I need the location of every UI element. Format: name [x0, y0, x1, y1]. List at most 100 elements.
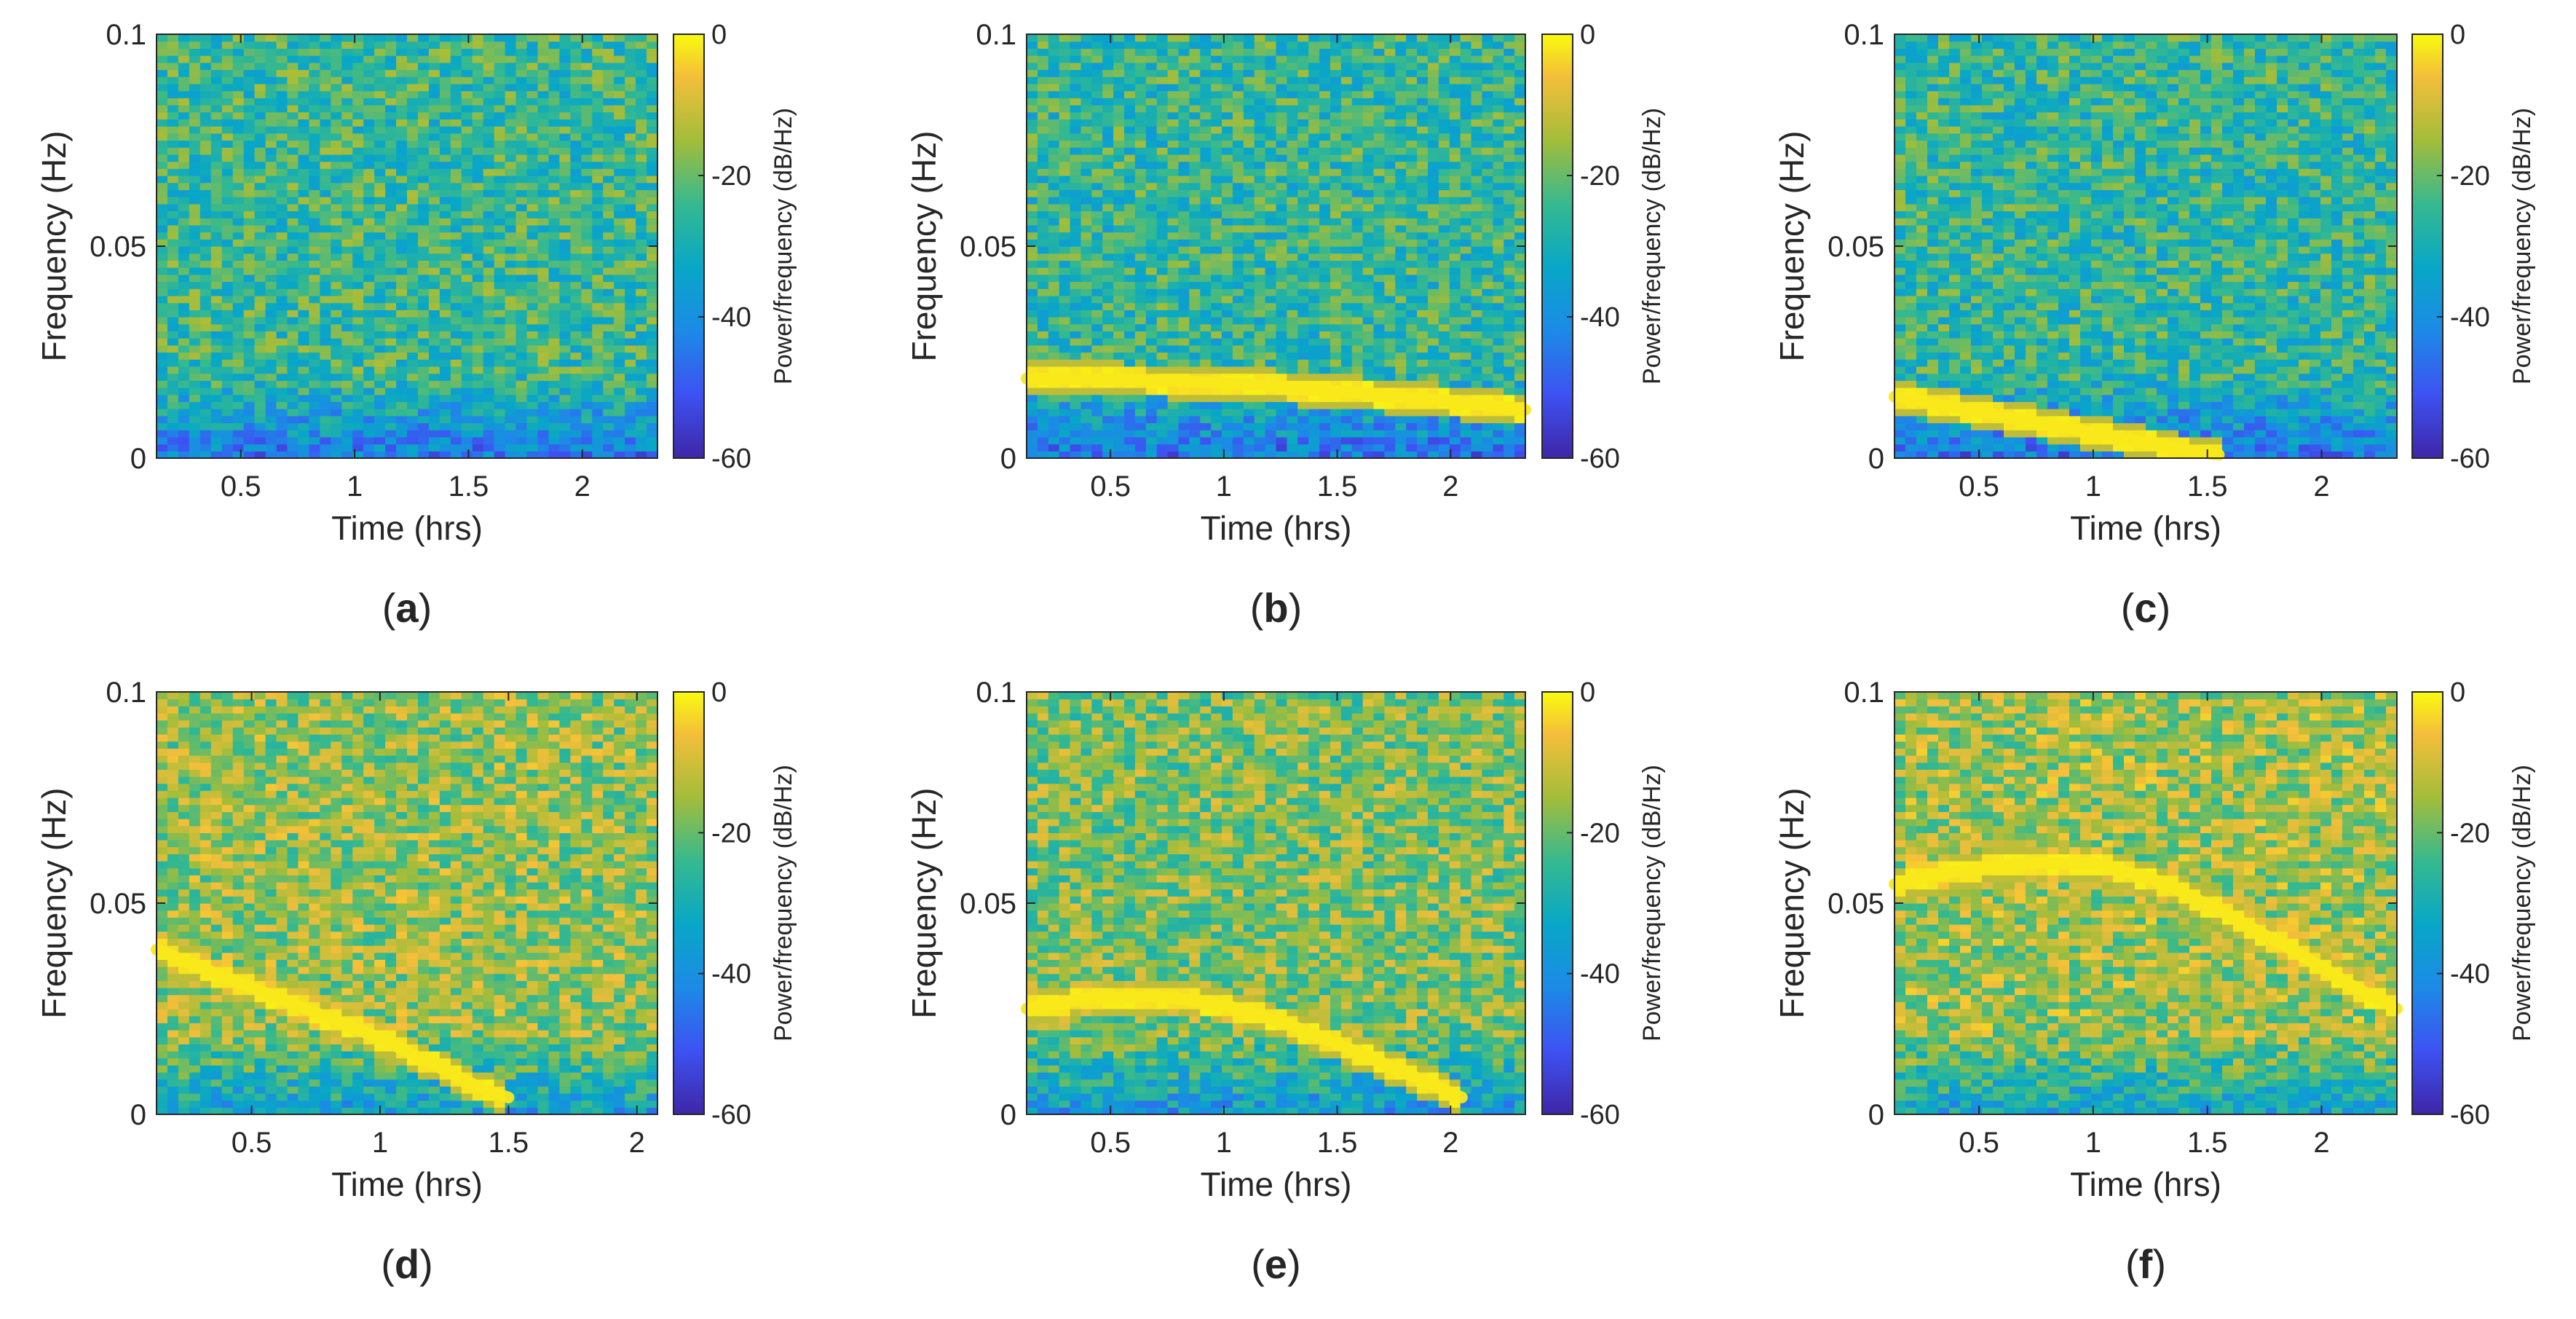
- heatmap-cell: [647, 246, 658, 254]
- heatmap-cell: [1243, 267, 1255, 275]
- heatmap-cell: [461, 436, 473, 445]
- heatmap-cell: [331, 359, 342, 367]
- heatmap-cell: [1362, 133, 1375, 141]
- heatmap-cell: [592, 422, 604, 430]
- heatmap-cell: [559, 105, 571, 113]
- heatmap-cell: [298, 83, 309, 92]
- heatmap-cell: [570, 415, 582, 424]
- heatmap-cell: [1438, 344, 1450, 353]
- heatmap-cell: [1027, 210, 1038, 218]
- heatmap-cell: [461, 380, 473, 388]
- heatmap-cell: [298, 394, 309, 402]
- heatmap-cell: [287, 302, 299, 310]
- heatmap-cell: [1351, 239, 1364, 247]
- heatmap-cell: [396, 394, 408, 402]
- heatmap-cell: [1427, 359, 1439, 367]
- heatmap-cell: [276, 83, 288, 92]
- heatmap-cell: [178, 133, 190, 141]
- heatmap-cell: [287, 111, 299, 119]
- heatmap-cell: [526, 232, 539, 240]
- heatmap-cell: [1200, 415, 1212, 424]
- heatmap-cell: [320, 338, 331, 346]
- heatmap-cell: [1362, 302, 1375, 310]
- heatmap-cell: [636, 232, 647, 240]
- heatmap-cell: [221, 302, 234, 310]
- heatmap-cell: [494, 140, 506, 148]
- heatmap-cell: [287, 119, 299, 127]
- heatmap-cell: [265, 409, 277, 417]
- heatmap-cell: [581, 373, 593, 381]
- heatmap-cell: [210, 48, 223, 56]
- heatmap-cell: [428, 415, 440, 424]
- heatmap-cell: [1048, 310, 1060, 318]
- heatmap-cell: [167, 430, 179, 438]
- heatmap-cell: [265, 288, 277, 296]
- heatmap-cell: [1027, 133, 1038, 141]
- heatmap-cell: [232, 210, 245, 218]
- heatmap-cell: [1297, 232, 1309, 240]
- heatmap-cell: [1178, 218, 1190, 226]
- heatmap-cell: [1265, 197, 1277, 205]
- heatmap-cell: [232, 48, 245, 56]
- heatmap-cell: [396, 203, 408, 212]
- heatmap-cell: [210, 62, 223, 71]
- heatmap-cell: [439, 210, 451, 218]
- heatmap-cell: [515, 133, 528, 141]
- heatmap-cell: [537, 34, 550, 42]
- heatmap-cell: [1200, 232, 1212, 240]
- heatmap-cell: [1308, 260, 1320, 268]
- heatmap-cell: [1167, 267, 1180, 275]
- heatmap-cell: [1080, 154, 1092, 162]
- heatmap-cell: [341, 295, 353, 304]
- heatmap-cell: [265, 140, 277, 148]
- heatmap-cell: [1493, 232, 1504, 240]
- heatmap-cell: [603, 310, 615, 318]
- heatmap-cell: [210, 126, 223, 134]
- heatmap-cell: [1070, 344, 1082, 353]
- heatmap-cell: [1340, 409, 1353, 417]
- heatmap-cell: [1373, 288, 1386, 296]
- heatmap-cell: [505, 224, 517, 233]
- heatmap-cell: [221, 317, 234, 325]
- heatmap-cell: [450, 422, 462, 430]
- heatmap-cell: [1493, 380, 1504, 388]
- heatmap-cell: [276, 373, 288, 381]
- heatmap-cell: [1113, 176, 1125, 184]
- heatmap-cell: [1373, 126, 1386, 134]
- heatmap-cell: [515, 48, 528, 56]
- heatmap-cell: [461, 239, 473, 247]
- heatmap-cell: [276, 34, 288, 42]
- heatmap-cell: [320, 380, 331, 388]
- heatmap-cell: [483, 239, 495, 247]
- heatmap-cell: [439, 281, 451, 289]
- heatmap-cell: [254, 147, 266, 155]
- heatmap-cell: [221, 310, 234, 318]
- heatmap-cell: [320, 232, 331, 240]
- heatmap-cell: [1254, 239, 1266, 247]
- heatmap-cell: [352, 451, 364, 459]
- heatmap-cell: [1504, 430, 1515, 438]
- heatmap-cell: [614, 76, 625, 84]
- heatmap-cell: [1460, 444, 1472, 452]
- heatmap-cell: [1504, 224, 1515, 233]
- heatmap-cell: [483, 295, 495, 304]
- heatmap-cell: [396, 401, 408, 409]
- heatmap-cell: [243, 168, 256, 176]
- heatmap-cell: [157, 310, 168, 318]
- heatmap-cell: [232, 105, 245, 113]
- heatmap-cell: [1493, 338, 1504, 346]
- heatmap-cell: [1395, 317, 1407, 325]
- heatmap-cell: [1070, 126, 1082, 134]
- heatmap-cell: [1091, 302, 1103, 310]
- heatmap-cell: [461, 218, 473, 226]
- heatmap-cell: [1504, 239, 1515, 247]
- heatmap-cell: [450, 352, 462, 360]
- heatmap-cell: [1319, 119, 1331, 127]
- heatmap-cell: [396, 161, 408, 169]
- heatmap-cell: [1330, 133, 1342, 141]
- heatmap-cell: [614, 331, 625, 339]
- heatmap-cell: [385, 232, 397, 240]
- heatmap-cell: [450, 48, 462, 56]
- heatmap-cell: [167, 133, 179, 141]
- heatmap-cell: [167, 197, 179, 205]
